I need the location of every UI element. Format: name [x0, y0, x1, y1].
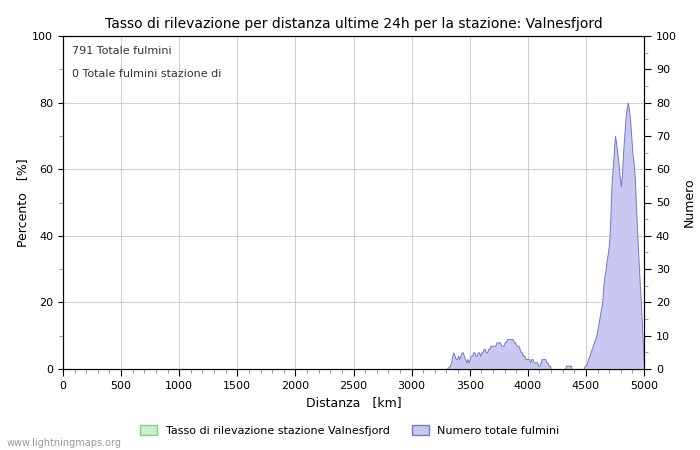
Text: 791 Totale fulmini: 791 Totale fulmini	[71, 46, 172, 56]
X-axis label: Distanza   [km]: Distanza [km]	[306, 396, 401, 410]
Text: www.lightningmaps.org: www.lightningmaps.org	[7, 438, 122, 448]
Legend: Tasso di rilevazione stazione Valnesfjord, Numero totale fulmini: Tasso di rilevazione stazione Valnesfjor…	[136, 420, 564, 440]
Text: 0 Totale fulmini stazione di: 0 Totale fulmini stazione di	[71, 69, 221, 79]
Y-axis label: Numero: Numero	[682, 178, 695, 227]
Title: Tasso di rilevazione per distanza ultime 24h per la stazione: Valnesfjord: Tasso di rilevazione per distanza ultime…	[104, 17, 603, 31]
Y-axis label: Percento   [%]: Percento [%]	[17, 158, 29, 247]
